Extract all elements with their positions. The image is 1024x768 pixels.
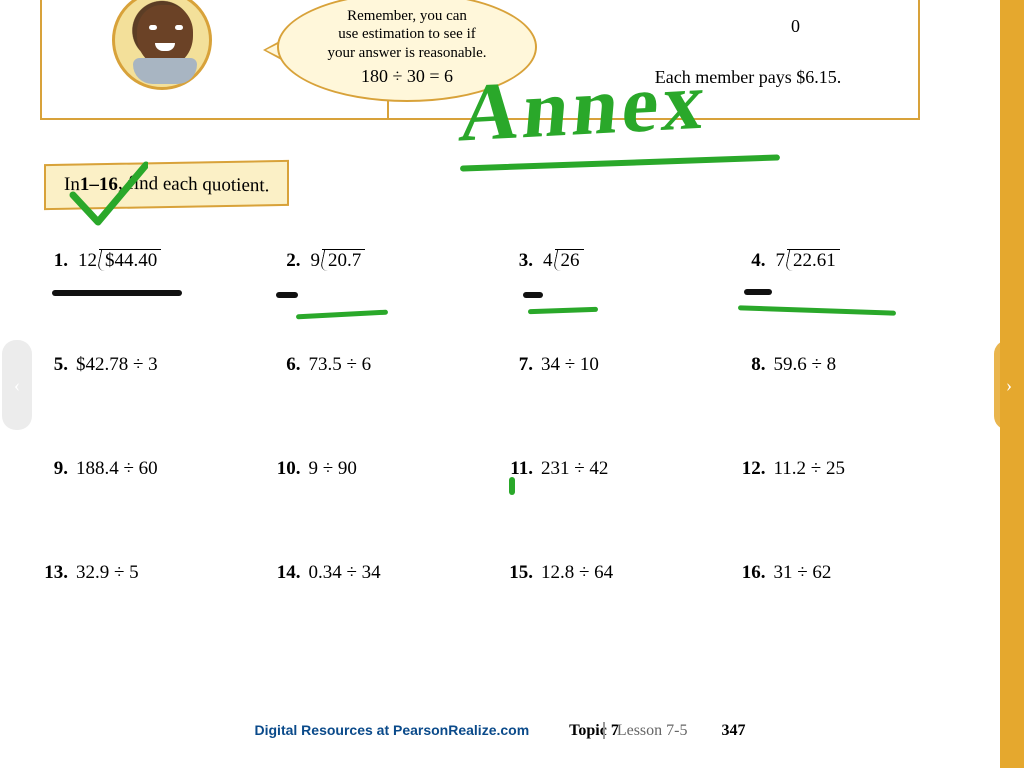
- divisor: 12: [78, 250, 99, 271]
- problem-item: 4. 722.61: [738, 250, 961, 272]
- speech-line: use estimation to see if: [338, 25, 475, 44]
- dividend: 20.7: [322, 249, 365, 271]
- black-underline: [276, 292, 298, 298]
- chevron-left-icon: ‹: [14, 375, 20, 396]
- problem-item: 2. 920.7: [273, 250, 496, 272]
- problem-number: 4.: [738, 250, 766, 272]
- divisor: 9: [311, 250, 323, 271]
- speech-bubble: Remember, you can use estimation to see …: [277, 0, 537, 102]
- problem-number: 9.: [40, 458, 68, 480]
- problem-item: 14. 0.34 ÷ 34: [273, 562, 496, 584]
- page-number: 347: [721, 722, 745, 739]
- problem-item: 3. 426: [505, 250, 728, 272]
- black-underline: [52, 290, 182, 296]
- problem-number: 7.: [505, 354, 533, 376]
- expression: 11.2 ÷ 25: [774, 458, 845, 480]
- expression: 31 ÷ 62: [774, 562, 832, 584]
- problem-number: 13.: [40, 562, 68, 584]
- next-page-button[interactable]: ›: [994, 340, 1024, 430]
- problem-item: 16. 31 ÷ 62: [738, 562, 961, 584]
- instruction-suffix: , find each quotient.: [118, 173, 269, 198]
- dividend: 26: [555, 249, 584, 271]
- instruction-box: In 1–16, find each quotient.: [44, 160, 289, 210]
- problem-item: 6. 73.5 ÷ 6: [273, 354, 496, 376]
- problem-number: 15.: [505, 562, 533, 584]
- dividend: $44.40: [99, 249, 161, 271]
- problem-item: 10. 9 ÷ 90: [273, 458, 496, 480]
- digital-resources-link[interactable]: Digital Resources at PearsonRealize.com: [255, 722, 530, 738]
- speech-line: Remember, you can: [347, 7, 467, 26]
- problem-item: 9. 188.4 ÷ 60: [40, 458, 263, 480]
- problem-number: 14.: [273, 562, 301, 584]
- dividend: 22.61: [787, 249, 840, 271]
- long-division: 722.61: [774, 250, 840, 272]
- prev-page-button[interactable]: ‹: [2, 340, 32, 430]
- problem-item: 11.231 ÷ 42: [505, 458, 728, 480]
- example-box: Remember, you can use estimation to see …: [40, 0, 920, 120]
- divisor: 7: [776, 250, 788, 271]
- problem-number: 12.: [738, 458, 766, 480]
- expression: 73.5 ÷ 6: [309, 354, 372, 376]
- problem-number: 10.: [273, 458, 301, 480]
- long-division: 920.7: [309, 250, 366, 272]
- long-division: 12$44.40: [76, 250, 161, 272]
- problem-number: 5.: [40, 354, 68, 376]
- handwritten-underline: [460, 154, 780, 171]
- problem-number: 16.: [738, 562, 766, 584]
- chevron-right-icon: ›: [1006, 375, 1012, 396]
- answer-statement: Each member pays $6.15.: [608, 61, 888, 93]
- problem-number: 2.: [273, 250, 301, 272]
- problem-number: 1.: [40, 250, 68, 272]
- expression: 231 ÷ 42: [541, 458, 608, 480]
- expression: 0.34 ÷ 34: [309, 562, 381, 584]
- worked-example-result: 0 Each member pays $6.15.: [608, 10, 888, 94]
- problem-item: 12. 11.2 ÷ 25: [738, 458, 961, 480]
- expression: 34 ÷ 10: [541, 354, 599, 376]
- speech-equation: 180 ÷ 30 = 6: [361, 65, 453, 88]
- expression: 32.9 ÷ 5: [76, 562, 139, 584]
- problem-item: 15. 12.8 ÷ 64: [505, 562, 728, 584]
- problem-item: 7. 34 ÷ 10: [505, 354, 728, 376]
- expression: 59.6 ÷ 8: [774, 354, 837, 376]
- lesson-label: Lesson 7-5: [603, 722, 688, 739]
- green-mark: [509, 477, 515, 495]
- remainder-zero: 0: [608, 10, 888, 43]
- expression: $42.78 ÷ 3: [76, 354, 158, 376]
- expression: 12.8 ÷ 64: [541, 562, 613, 584]
- character-avatar: [112, 0, 212, 90]
- instruction-prefix: In: [64, 174, 80, 196]
- problem-number: 3.: [505, 250, 533, 272]
- problem-item: 8. 59.6 ÷ 8: [738, 354, 961, 376]
- problem-item: 13. 32.9 ÷ 5: [40, 562, 263, 584]
- problem-item: 5. $42.78 ÷ 3: [40, 354, 263, 376]
- problem-item: 1. 12$44.40: [40, 250, 263, 272]
- problem-number: 8.: [738, 354, 766, 376]
- expression: 9 ÷ 90: [309, 458, 357, 480]
- problems-grid: 1. 12$44.40 2. 920.7 3. 426 4. 722.61 5. $42.78 ÷…: [40, 250, 960, 584]
- long-division: 426: [541, 250, 584, 272]
- expression: 188.4 ÷ 60: [76, 458, 158, 480]
- divisor: 4: [543, 250, 555, 271]
- black-underline: [744, 289, 772, 295]
- speech-line: your answer is reasonable.: [327, 44, 486, 63]
- instruction-range: 1–16: [80, 174, 118, 195]
- page-footer: Digital Resources at PearsonRealize.com …: [0, 722, 1000, 740]
- black-underline: [523, 292, 543, 298]
- problem-number: 6.: [273, 354, 301, 376]
